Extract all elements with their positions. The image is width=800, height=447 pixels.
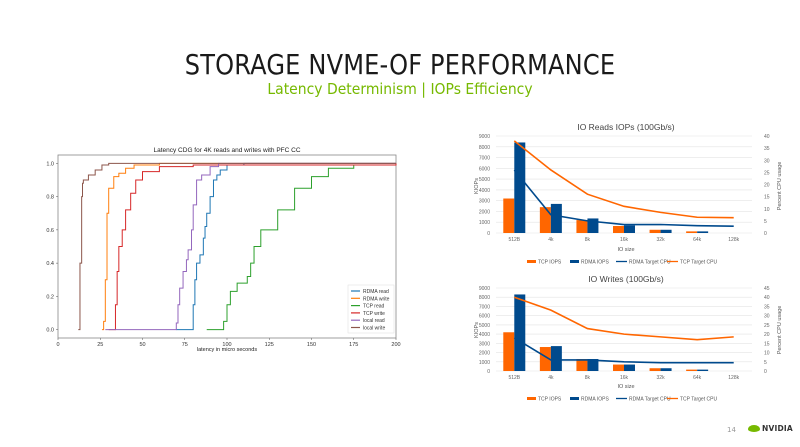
cdf-x-tick-label: 25 — [97, 342, 103, 348]
cdf-legend-box — [347, 284, 395, 334]
cdf-chart-title: Latency CDG for 4K reads and writes with… — [153, 147, 300, 154]
cdf-series-line-rdma-write — [101, 162, 396, 331]
cdf-legend-label: RDMA write — [363, 296, 390, 302]
cdf-legend-label: TCP read — [363, 304, 385, 310]
cdf-y-tick-label: 1.0 — [46, 161, 54, 167]
cdf-legend-label: RDMA read — [363, 289, 389, 295]
slide-subtitle: Latency Determinism | IOPs Efficiency — [267, 80, 533, 98]
cdf-x-tick-label: 175 — [349, 342, 358, 348]
cdf-series-line-tcp-read — [206, 163, 397, 331]
cdf-x-tick-label: 125 — [265, 342, 274, 348]
cdf-y-tick-label: 0.0 — [46, 328, 54, 334]
page-number: 14 — [727, 426, 736, 434]
cdf-series-line-local-write — [78, 162, 396, 331]
cdf-legend-label: local write — [363, 326, 385, 332]
cdf-x-tick-label: 200 — [391, 342, 400, 348]
cdf-x-tick-label: 150 — [307, 342, 316, 348]
cdf-x-tick-label: 50 — [139, 342, 145, 348]
cdf-series-line-rdma-read — [176, 162, 396, 331]
cdf-series-line-local-read — [105, 162, 396, 331]
cdf-y-tick-label: 0.4 — [46, 261, 54, 267]
cdf-legend-label: local read — [363, 318, 385, 324]
cdf-series-line-tcp-write — [108, 163, 397, 331]
cdf-x-tick-label: 75 — [182, 342, 188, 348]
cdf-legend-label: TCP write — [363, 311, 385, 317]
slide-title: STORAGE NVME-OF PERFORMANCE — [184, 48, 616, 81]
cdf-x-tick-label: 100 — [222, 342, 231, 348]
nvidia-logo: NVIDIA — [748, 424, 793, 433]
cdf-y-tick-label: 0.8 — [46, 195, 54, 201]
cdf-x-axis-label: latency in micro seconds — [197, 347, 257, 353]
cdf-x-tick-label: 0 — [56, 342, 59, 348]
nvidia-eye-icon — [748, 425, 760, 432]
cdf-y-tick-label: 0.6 — [46, 228, 54, 234]
nvidia-logo-text: NVIDIA — [762, 424, 793, 433]
cdf-y-tick-label: 0.2 — [46, 294, 54, 300]
